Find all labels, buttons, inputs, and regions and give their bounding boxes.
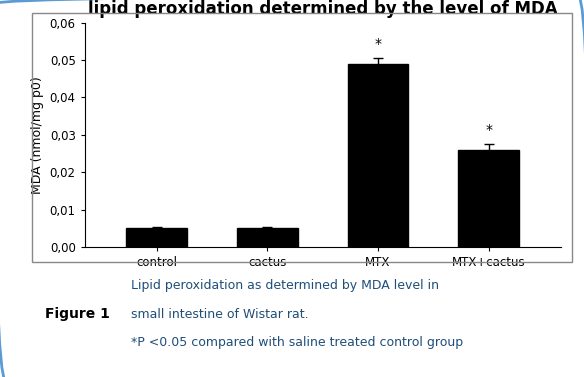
Bar <box>237 228 298 247</box>
Text: small intestine of Wistar rat.: small intestine of Wistar rat. <box>131 308 309 320</box>
Bar <box>458 150 519 247</box>
Title: lipid peroxidation determined by the level of MDA: lipid peroxidation determined by the lev… <box>88 0 558 18</box>
Bar <box>347 64 408 247</box>
Y-axis label: MDA (nmol/mg p0): MDA (nmol/mg p0) <box>31 76 44 194</box>
Text: *: * <box>485 123 492 137</box>
Bar <box>126 228 187 247</box>
Text: Lipid peroxidation as determined by MDA level in: Lipid peroxidation as determined by MDA … <box>131 279 439 292</box>
Text: Figure 1: Figure 1 <box>45 307 110 321</box>
Text: *P <0.05 compared with saline treated control group: *P <0.05 compared with saline treated co… <box>131 336 464 349</box>
Text: *: * <box>374 37 381 51</box>
